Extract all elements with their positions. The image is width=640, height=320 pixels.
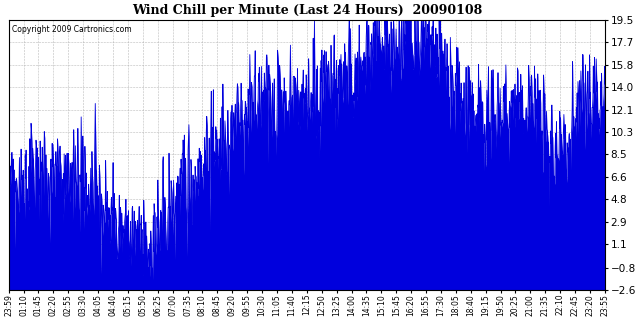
Text: Copyright 2009 Cartronics.com: Copyright 2009 Cartronics.com — [12, 25, 131, 34]
Title: Wind Chill per Minute (Last 24 Hours)  20090108: Wind Chill per Minute (Last 24 Hours) 20… — [132, 4, 482, 17]
